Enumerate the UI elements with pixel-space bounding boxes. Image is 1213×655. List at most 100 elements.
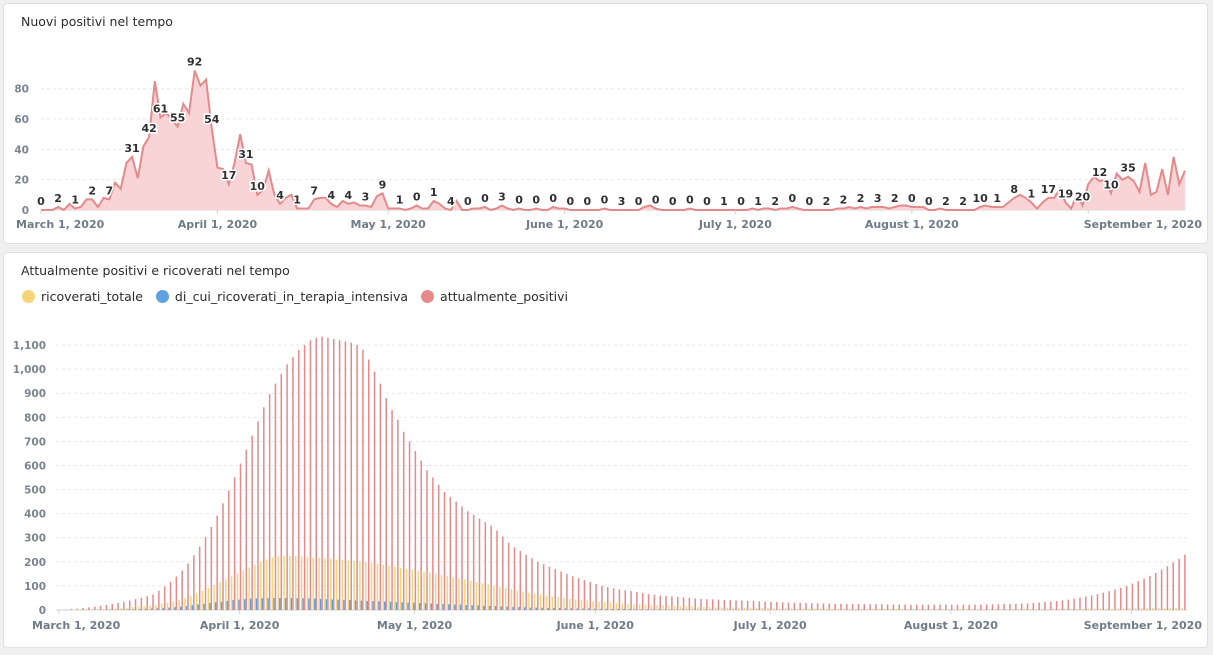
bar-ricoverati [743,607,746,610]
bar-ricoverati [1017,609,1020,610]
bar-intensiva [459,604,462,610]
bar-ricoverati [673,605,676,610]
legend-label-intensiva: di_cui_ricoverati_in_terapia_intensiva [174,289,409,304]
bar-positivi [991,604,994,610]
data-label: 35 [1120,162,1135,175]
bar-ricoverati [254,564,256,610]
x-tick-label: September 1, 2020 [1084,619,1203,632]
bar-ricoverati [469,580,472,610]
bar-positivi [1120,587,1122,610]
bar-intensiva [471,605,473,610]
y-tick-label: 60 [14,114,29,126]
bar-positivi [659,595,661,610]
x-tick-label: April 1, 2020 [178,218,258,231]
bar-positivi [519,550,522,610]
bar-positivi [134,599,137,610]
y-tick-label: 400 [24,509,46,521]
legend-item-ricoverati[interactable]: ricoverati_totale [22,289,143,304]
bar-ricoverati [703,607,705,610]
bar-positivi [881,604,883,610]
data-label: 12 [1092,166,1107,179]
bar-ricoverati [1111,608,1113,610]
bar-positivi [1155,572,1157,610]
bar-intensiva [314,598,316,610]
bar-ricoverati [796,608,798,610]
bar-ricoverati [195,593,198,610]
bar-ricoverati [481,583,484,610]
data-label: 2 [857,192,865,205]
bar-ricoverati [965,609,967,610]
data-label: 2 [959,195,967,208]
bar-ricoverati [487,584,489,610]
bar-ricoverati [172,601,175,610]
bar-positivi [70,609,73,610]
bar-ricoverati [574,599,577,610]
bar-intensiva [646,609,648,610]
bar-intensiva [127,609,129,610]
bar-positivi [1114,589,1116,610]
data-label: 3 [618,195,626,208]
bar-ricoverati [726,607,728,610]
bar-ricoverati [627,603,629,610]
bar-intensiva [553,608,555,610]
data-label: 0 [532,193,540,206]
bar-ricoverati [971,609,973,610]
bar-intensiva [185,605,188,610]
bar-positivi [781,602,784,610]
bar-ricoverati [936,609,938,610]
bar-intensiva [512,606,514,610]
bar-positivi [583,580,586,610]
bar-positivi [426,470,428,610]
bar-positivi [676,596,679,610]
bar-positivi [764,601,766,610]
bar-positivi [1131,583,1134,610]
bar-positivi [338,340,341,610]
bar-positivi [478,518,481,610]
bar-ricoverati [1146,608,1148,610]
bar-positivi [1172,562,1175,610]
data-label: 0 [549,192,557,205]
bar-positivi [554,569,557,610]
bar-positivi [490,525,492,610]
bar-intensiva [238,599,240,610]
bar-positivi [980,604,982,610]
bar-ricoverati [1058,608,1061,610]
bar-ricoverati [306,557,309,610]
bar-ricoverati [341,559,344,610]
bar-intensiva [226,600,229,610]
bar-positivi [350,342,352,610]
bar-positivi [636,592,638,610]
data-label: 2 [771,195,779,208]
bar-ricoverati [528,592,530,610]
bar-ricoverati [580,600,583,610]
data-label: 55 [170,112,185,125]
y-tick-label: 0 [22,205,29,217]
bar-ricoverati [668,605,670,610]
bar-positivi [1032,603,1035,610]
bar-intensiva [244,599,246,610]
y-tick-label: 40 [14,144,29,156]
y-tick-label: 100 [24,581,46,593]
legend-item-positivi[interactable]: attualmente_positivi [421,289,568,304]
bar-positivi [443,491,446,610]
bar-ricoverati [685,606,688,610]
bar-intensiva [302,598,304,610]
bar-positivi [88,607,90,610]
bar-positivi [933,604,935,610]
new-positives-card: Nuovi positivi nel tempo 0 20 40 60 80 0 2 1 2 7 3… [3,3,1208,244]
new-positives-title: Nuovi positivi nel tempo [21,14,173,29]
bar-intensiva [564,608,567,610]
bar-positivi [1125,585,1128,610]
legend-item-intensiva[interactable]: di_cui_ricoverati_in_terapia_intensiva [155,289,409,304]
data-label: 31 [124,142,139,155]
bar-intensiva [319,598,322,610]
bar-positivi [898,604,901,610]
bar-positivi [455,501,457,610]
bar-ricoverati [1105,608,1107,610]
bar-ricoverati [604,602,606,610]
bar-positivi [397,419,399,610]
bar-intensiva [599,608,602,610]
bar-ricoverati [539,594,542,610]
y-tick-label: 600 [24,460,46,472]
bar-intensiva [453,604,456,610]
